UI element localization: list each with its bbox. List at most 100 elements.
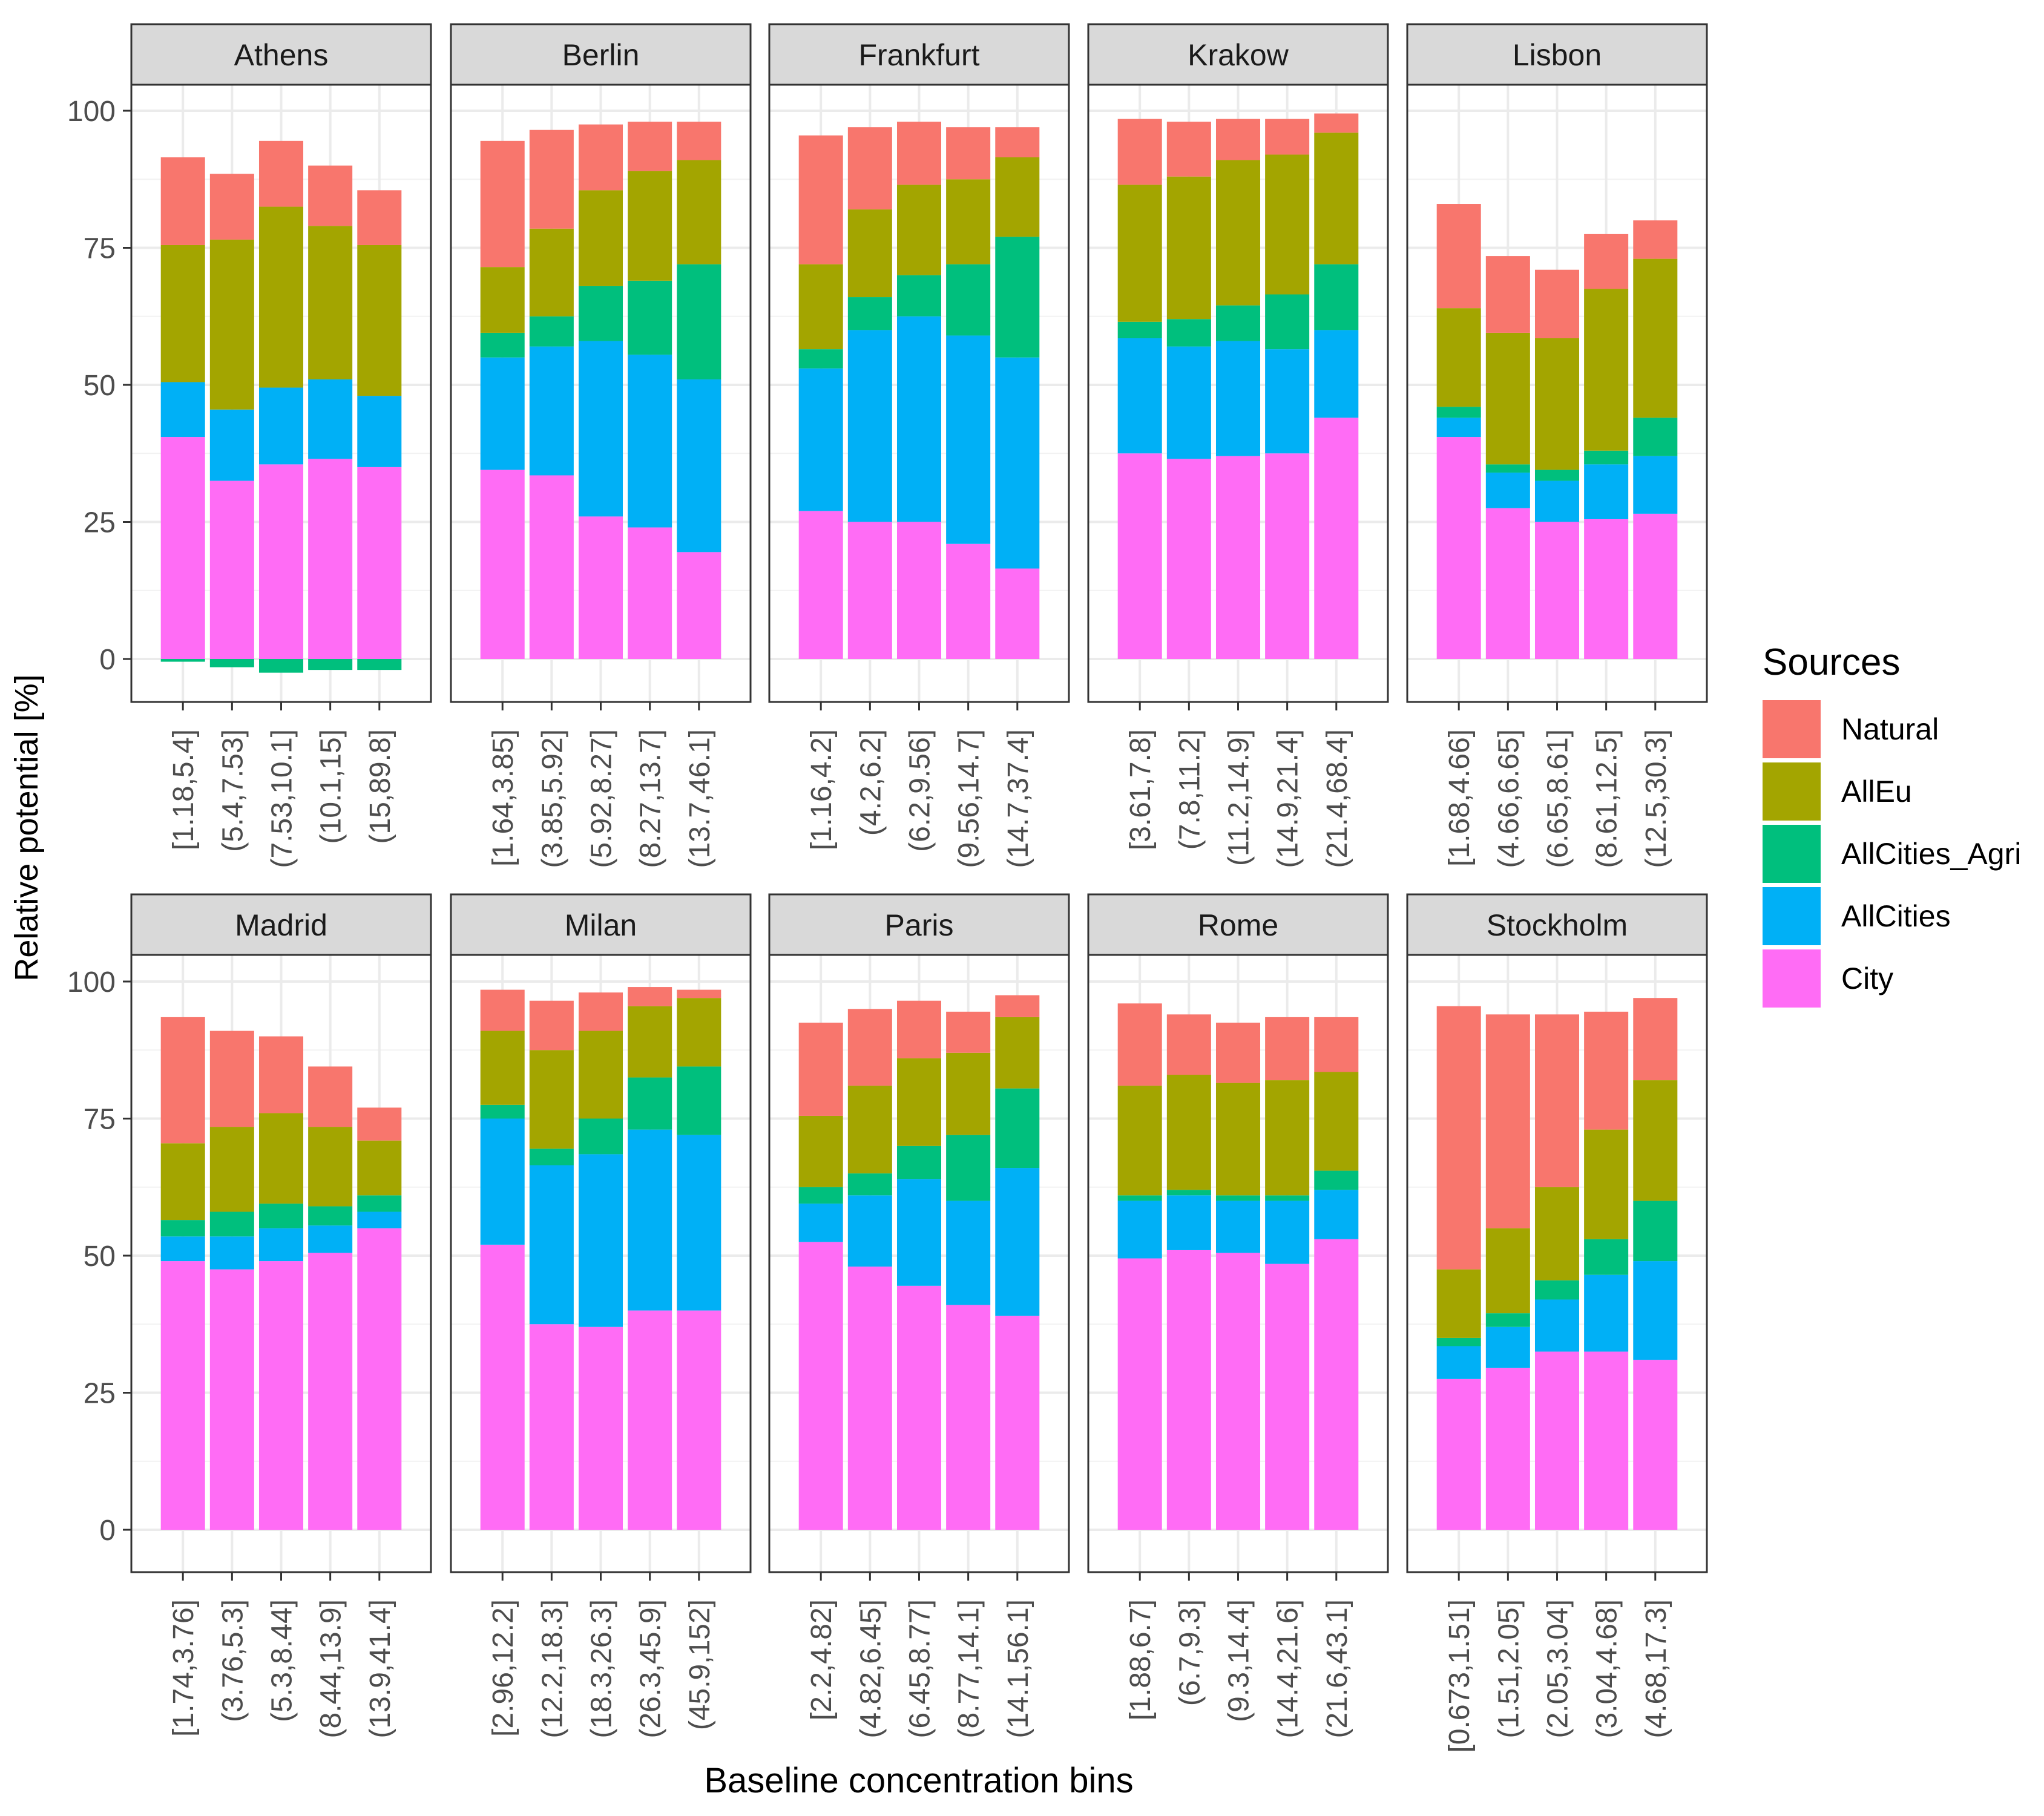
bar-segment-city xyxy=(1215,456,1261,659)
bar-segment-allcities xyxy=(1633,456,1678,514)
bar-segment-alleu xyxy=(1436,1269,1481,1338)
bar-segment-allcities xyxy=(1436,1346,1481,1379)
bar-segment-natural xyxy=(357,1107,402,1141)
bar-segment-natural xyxy=(946,127,991,180)
y-tick-label: 75 xyxy=(84,233,116,265)
bar-segment-natural xyxy=(308,1066,353,1127)
x-tick-label: (13.7,46.1] xyxy=(684,729,716,868)
x-tick-label: [2.96,12.2] xyxy=(487,1599,519,1737)
bar-segment-alleu xyxy=(209,1127,254,1212)
bar-segment-allcities xyxy=(258,1228,304,1262)
bar-segment-allcities-agri xyxy=(1633,418,1678,456)
bar-segment-alleu xyxy=(1534,338,1580,470)
x-tick-label: [1.68,4.66] xyxy=(1444,729,1476,867)
bar-segment-alleu xyxy=(1633,258,1678,418)
x-tick-label: [2.2,4.82] xyxy=(806,1599,838,1720)
bar-segment-allcities xyxy=(160,382,205,438)
y-tick-label: 25 xyxy=(84,1378,116,1410)
bar-segment-allcities xyxy=(1584,464,1629,519)
bar-segment-allcities-agri xyxy=(357,1195,402,1212)
bar-segment-alleu xyxy=(308,226,353,379)
bar-segment-natural xyxy=(160,157,205,245)
bar-segment-city xyxy=(1166,1250,1211,1530)
panel-title: Athens xyxy=(234,38,329,72)
bar-segment-natural xyxy=(628,987,672,1006)
bar-segment-allcities-agri xyxy=(628,280,672,355)
bar-segment-city xyxy=(995,1316,1040,1530)
bar-segment-city xyxy=(1584,519,1629,659)
bar-segment-allcities xyxy=(946,335,991,544)
bar-segment-city xyxy=(209,480,254,659)
bar-segment-natural xyxy=(1215,119,1261,160)
bar-segment-natural xyxy=(1117,1003,1162,1086)
bar-segment-natural xyxy=(995,995,1040,1017)
x-tick-label: (9.3,14.4] xyxy=(1223,1599,1255,1722)
x-tick-label: (3.04,4.68] xyxy=(1591,1599,1623,1739)
panel-title: Lisbon xyxy=(1513,38,1602,72)
panel-stockholm: Stockholm [0.673,1.51] (1.51,2.05] (2.05,3.… xyxy=(1406,893,1708,1753)
x-tick-label: [0.673,1.51] xyxy=(1444,1599,1476,1753)
bar-segment-alleu xyxy=(1117,1086,1162,1196)
legend: Sources Natural AllEu AllCities_Agri AllCit… xyxy=(1763,641,2021,1008)
y-tick-label: 50 xyxy=(84,370,116,402)
bar-segment-city xyxy=(578,1326,623,1530)
bar-segment-natural xyxy=(1166,122,1211,177)
bar-segment-allcities xyxy=(946,1201,991,1305)
bar-segment-natural xyxy=(946,1011,991,1053)
bar-segment-city xyxy=(1117,1258,1162,1530)
bar-segment-city xyxy=(480,470,525,659)
bar-segment-allcities-agri xyxy=(308,659,353,670)
bar-segment-allcities xyxy=(308,1225,353,1253)
bar-segment-allcities-agri xyxy=(357,659,402,670)
panel-strip xyxy=(450,893,752,956)
bar-segment-alleu xyxy=(628,1006,672,1078)
bar-segment-alleu xyxy=(946,1052,991,1135)
bar-segment-allcities xyxy=(896,316,942,522)
bar-segment-natural xyxy=(1117,119,1162,185)
panel-strip xyxy=(130,893,432,956)
bar-segment-natural xyxy=(677,122,721,160)
bar-segment-natural xyxy=(1314,113,1359,133)
bar-segment-allcities xyxy=(677,1135,721,1311)
bar-segment-natural xyxy=(1215,1022,1261,1083)
bar-segment-alleu xyxy=(308,1127,353,1207)
bar-segment-allcities-agri xyxy=(896,275,942,316)
bar-segment-alleu xyxy=(946,179,991,264)
bar-segment-natural xyxy=(1584,234,1629,289)
bar-segment-natural xyxy=(1436,204,1481,309)
x-tick-label: (18.3,26.3] xyxy=(586,1599,618,1739)
bar-segment-city xyxy=(160,437,205,659)
bar-segment-alleu xyxy=(1534,1187,1580,1280)
bar-segment-allcities xyxy=(480,1118,525,1245)
bar-segment-alleu xyxy=(480,1031,525,1105)
x-tick-label: [1.18,5.4] xyxy=(168,729,200,850)
x-tick-label: (8.27,13.7] xyxy=(635,729,667,868)
x-tick-label: [1.88,6.7] xyxy=(1125,1599,1157,1720)
bar-segment-allcities xyxy=(1215,341,1261,456)
bar-segment-allcities xyxy=(798,1203,843,1242)
bar-segment-alleu xyxy=(357,244,402,396)
bar-segment-alleu xyxy=(160,244,205,382)
bar-segment-alleu xyxy=(677,998,721,1067)
bar-segment-allcities-agri xyxy=(1584,1239,1629,1275)
bar-segment-alleu xyxy=(628,171,672,281)
bar-segment-allcities-agri xyxy=(1215,1195,1261,1201)
bar-segment-alleu xyxy=(1117,185,1162,322)
bar-segment-natural xyxy=(1485,1014,1530,1228)
bar-segment-allcities-agri xyxy=(1117,321,1162,338)
bar-segment-allcities-agri xyxy=(896,1146,942,1179)
bar-segment-city xyxy=(209,1269,254,1530)
x-tick-label: (6.65,8.61] xyxy=(1542,729,1574,868)
bar-segment-allcities xyxy=(1633,1261,1678,1360)
bar-segment-natural xyxy=(357,190,402,245)
panel-rome: Rome [1.88,6.7] (6.7,9.3] (9.3,14.4] (14.4,2… xyxy=(1087,893,1389,1739)
bar-segment-allcities-agri xyxy=(1584,450,1629,465)
bar-segment-city xyxy=(1436,1378,1481,1530)
x-tick-label: (6.2,9.56] xyxy=(904,729,936,852)
legend-title: Sources xyxy=(1763,641,1900,683)
bar-segment-allcities-agri xyxy=(258,1203,304,1228)
bar-segment-allcities-agri xyxy=(1485,1313,1530,1327)
panel-title: Berlin xyxy=(562,38,640,72)
bar-segment-natural xyxy=(1534,269,1580,338)
bar-segment-city xyxy=(677,1310,721,1530)
